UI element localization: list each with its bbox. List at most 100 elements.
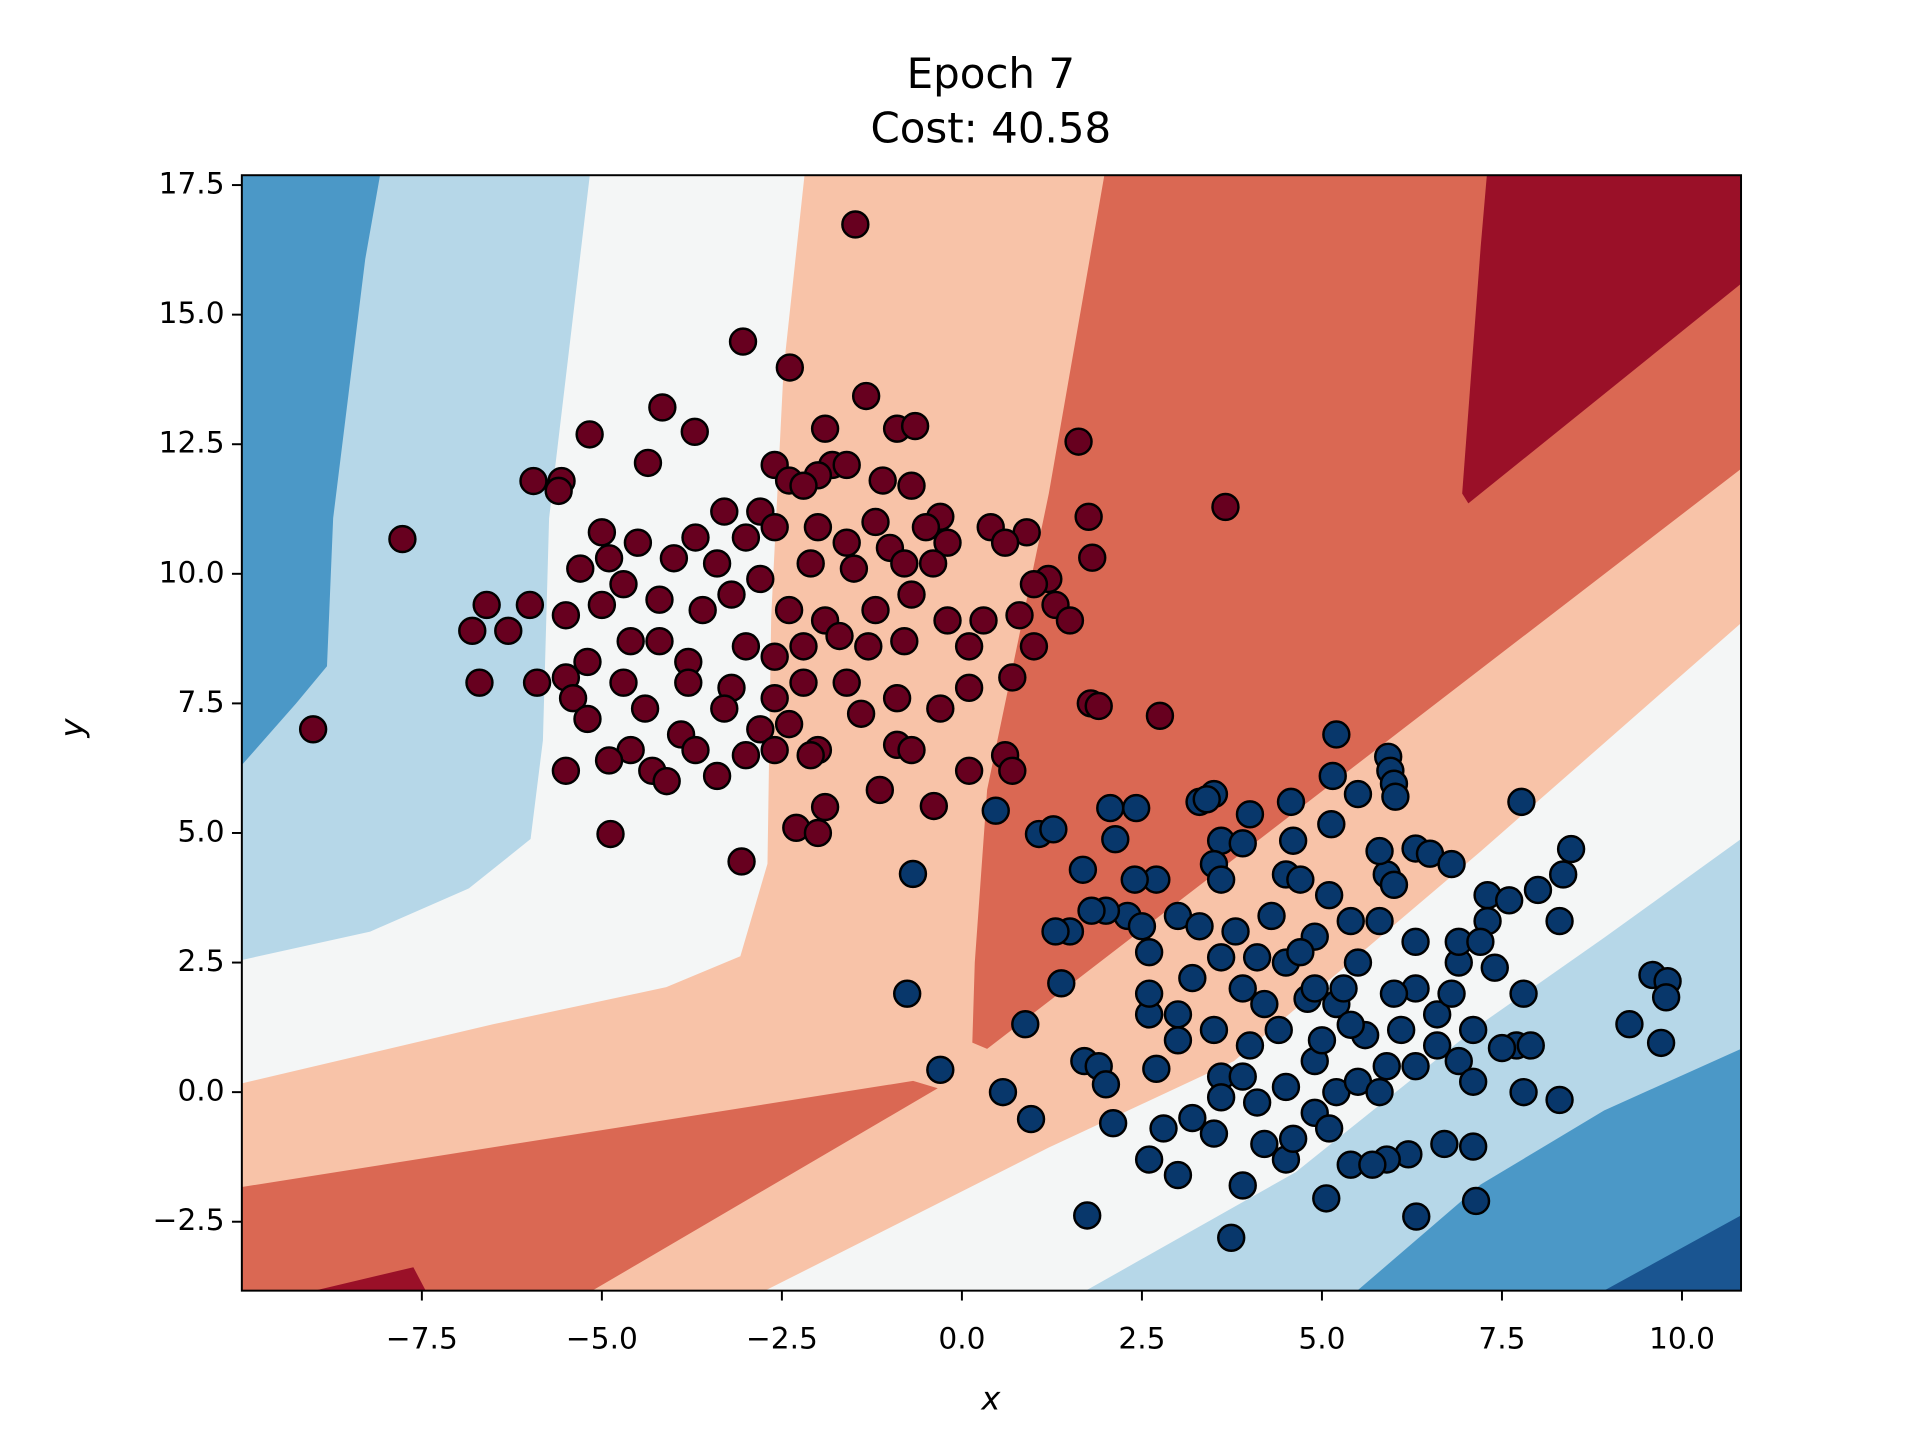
data-point [911,512,941,542]
data-point [544,476,573,506]
data-point [1149,1114,1178,1143]
data-point [1134,938,1164,967]
data-point [1264,1015,1293,1045]
data-point [1615,1010,1644,1039]
data-point [803,818,833,848]
data-point [1461,1186,1491,1216]
x-tick-label: 5.0 [1298,1322,1345,1356]
x-tick-label: −2.5 [746,1322,818,1356]
data-point [1228,974,1257,1003]
data-point [472,590,501,620]
data-point [1235,800,1265,829]
chart-title: Epoch 7 [907,49,1075,98]
x-tick-label: −5.0 [566,1322,638,1356]
decision-regions [241,175,1742,1291]
data-point [623,528,653,557]
data-point [1055,606,1085,635]
data-point [1329,974,1358,1003]
data-point [789,632,818,661]
y-tick-label: 5.0 [177,814,224,848]
data-point [988,1077,1018,1107]
data-point [609,668,638,697]
data-point [1019,569,1049,599]
data-point [789,471,818,500]
data-point [926,694,955,723]
data-point [854,632,883,661]
data-point [596,819,625,849]
data-point [1178,963,1207,993]
data-point [587,590,617,620]
data-point [1365,906,1394,936]
data-point [1068,855,1098,884]
y-tick-label: 10.0 [159,555,225,589]
data-point [998,663,1027,692]
data-point [746,564,775,594]
data-point [681,735,710,765]
data-point [825,621,854,651]
data-point [727,847,756,876]
data-point [1307,1026,1337,1055]
data-point [760,735,789,765]
data-point [1314,880,1344,910]
data-point [890,549,919,578]
data-point [1228,829,1257,858]
data-point [832,668,861,697]
data-point [1101,825,1130,854]
data-point [1235,1031,1265,1060]
data-point [1271,1072,1301,1102]
data-point [1458,1132,1488,1161]
data-point [1091,1070,1121,1099]
data-point [868,466,897,495]
data-point [760,512,789,542]
data-point [1145,701,1175,731]
data-point [919,791,949,821]
data-point [1211,492,1240,522]
points [298,210,1682,1252]
data-point [1199,1119,1229,1148]
y-tick-label: 7.5 [177,685,224,719]
data-point [587,518,617,547]
data-point [1286,938,1315,967]
data-point [388,524,417,554]
data-point [681,523,710,552]
data-point [981,796,1010,825]
data-point [760,684,789,713]
data-point [710,497,739,526]
data-point [1507,787,1536,817]
data-point [1242,1088,1272,1117]
data-point [728,327,758,356]
data-point [1509,979,1538,1008]
y-tick-label: 17.5 [159,167,225,201]
data-point [1437,979,1466,1008]
data-point [594,544,624,573]
data-point [494,616,523,646]
data-point [1047,969,1076,998]
data-point [954,632,984,661]
data-point [841,210,870,239]
data-point [810,792,840,822]
data-point [1286,865,1315,894]
data-point [702,549,732,578]
data-point [1422,1000,1452,1029]
data-point [1077,896,1106,925]
data-point [796,549,825,578]
data-point [1651,983,1681,1012]
data-point [954,673,984,703]
data-point [803,512,833,542]
data-point [1120,865,1149,894]
data-point [1487,1033,1517,1063]
data-point [519,466,548,496]
data-point [1242,943,1272,972]
data-point [645,585,674,614]
data-point [926,1055,955,1085]
data-point [1016,1104,1046,1134]
data-point [1372,1052,1401,1081]
data-point [609,569,638,599]
data-point [558,684,588,713]
data-point [1358,1150,1387,1179]
data-point [465,668,494,697]
data-point [1142,1054,1171,1084]
data-point [1064,427,1093,456]
data-point [1096,793,1125,823]
data-point [1250,1129,1279,1159]
